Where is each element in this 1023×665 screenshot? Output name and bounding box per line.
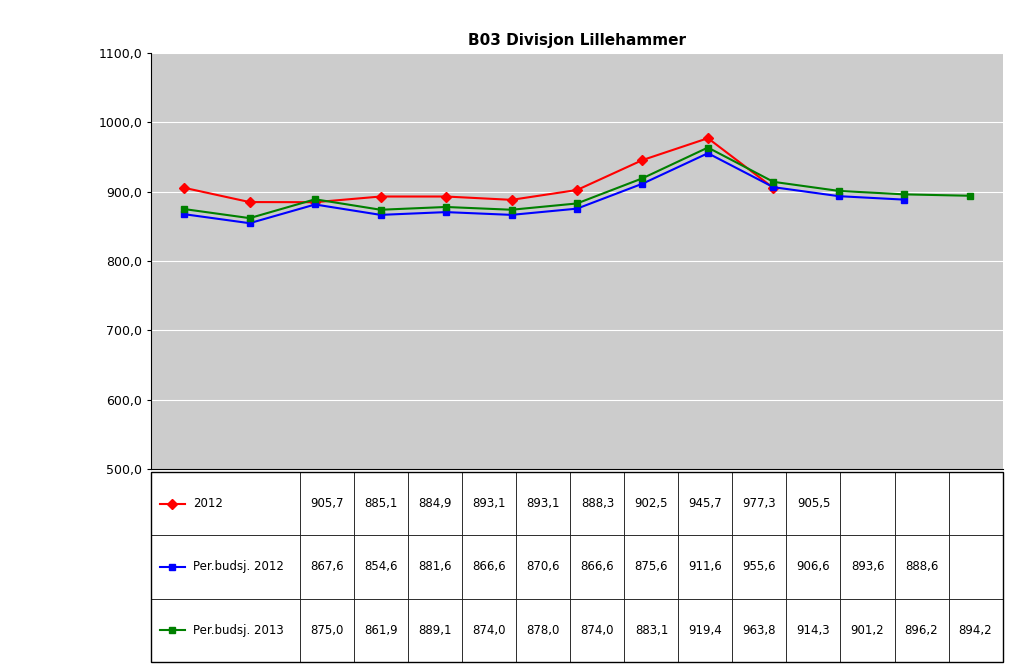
Text: 963,8: 963,8 <box>743 624 776 636</box>
Text: 889,1: 889,1 <box>418 624 452 636</box>
Text: 902,5: 902,5 <box>634 497 668 510</box>
Text: 893,6: 893,6 <box>851 561 884 573</box>
Text: 2012: 2012 <box>193 497 223 510</box>
Title: B03 Divisjon Lillehammer: B03 Divisjon Lillehammer <box>468 33 686 48</box>
Text: 905,7: 905,7 <box>311 497 344 510</box>
Text: 894,2: 894,2 <box>959 624 992 636</box>
Text: 870,6: 870,6 <box>527 561 561 573</box>
Text: 866,6: 866,6 <box>581 561 614 573</box>
Text: 875,0: 875,0 <box>311 624 344 636</box>
Text: 919,4: 919,4 <box>688 624 722 636</box>
Text: 914,3: 914,3 <box>797 624 831 636</box>
Text: 893,1: 893,1 <box>473 497 506 510</box>
Text: 854,6: 854,6 <box>364 561 398 573</box>
Text: 878,0: 878,0 <box>527 624 561 636</box>
Text: 911,6: 911,6 <box>688 561 722 573</box>
Text: 861,9: 861,9 <box>364 624 398 636</box>
Text: 955,6: 955,6 <box>743 561 776 573</box>
Text: 874,0: 874,0 <box>581 624 614 636</box>
Text: 874,0: 874,0 <box>473 624 506 636</box>
Text: 883,1: 883,1 <box>634 624 668 636</box>
Text: 866,6: 866,6 <box>473 561 506 573</box>
Text: 888,3: 888,3 <box>581 497 614 510</box>
Text: 896,2: 896,2 <box>904 624 938 636</box>
Text: 875,6: 875,6 <box>634 561 668 573</box>
Text: Per.budsj. 2013: Per.budsj. 2013 <box>193 624 284 636</box>
Text: 867,6: 867,6 <box>311 561 344 573</box>
Text: Per.budsj. 2012: Per.budsj. 2012 <box>193 561 284 573</box>
Text: 885,1: 885,1 <box>364 497 398 510</box>
Text: 945,7: 945,7 <box>688 497 722 510</box>
Text: 905,5: 905,5 <box>797 497 831 510</box>
Text: 893,1: 893,1 <box>527 497 561 510</box>
Text: 901,2: 901,2 <box>851 624 884 636</box>
Text: 881,6: 881,6 <box>418 561 452 573</box>
Text: 977,3: 977,3 <box>743 497 776 510</box>
Text: 906,6: 906,6 <box>797 561 831 573</box>
Text: 884,9: 884,9 <box>418 497 452 510</box>
Text: 888,6: 888,6 <box>904 561 938 573</box>
